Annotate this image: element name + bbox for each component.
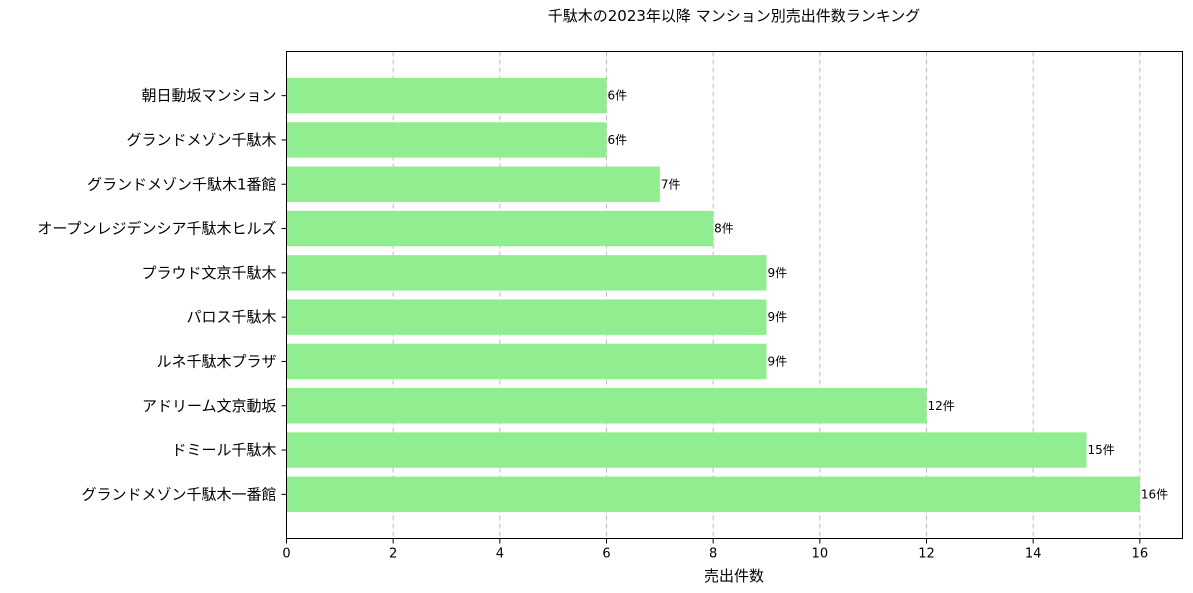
data-label: 9件 <box>768 354 788 368</box>
data-label: 16件 <box>1141 487 1168 501</box>
bar <box>286 388 927 424</box>
bar <box>286 77 607 114</box>
y-tick-label: 朝日動坂マンション <box>141 87 276 105</box>
x-axis-label: 売出件数 <box>704 567 764 585</box>
y-tick-label: グランドメゾン千駄木一番館 <box>81 485 276 503</box>
data-label: 7件 <box>661 177 681 191</box>
data-label: 15件 <box>1088 443 1115 457</box>
x-tick-label: 12 <box>918 547 935 562</box>
bar <box>286 122 607 158</box>
bars: 6件 6件 7件 8件 9件 9件 9件 12件 15件 16件 <box>286 77 1168 513</box>
x-tick-label: 2 <box>389 547 397 562</box>
bar <box>286 210 714 247</box>
bar <box>286 166 660 202</box>
x-tick-label: 4 <box>496 547 504 562</box>
x-tick-label: 14 <box>1025 547 1042 562</box>
y-tick-label: プラウド文京千駄木 <box>141 264 276 282</box>
x-tick-label: 16 <box>1132 547 1149 562</box>
y-tick-label: パロス千駄木 <box>186 308 276 326</box>
y-tick-label: ルネ千駄木プラザ <box>156 352 276 370</box>
plot-frame <box>286 51 1183 539</box>
data-label: 6件 <box>608 89 628 103</box>
bar <box>286 432 1087 468</box>
x-tick-label: 8 <box>709 547 717 562</box>
y-tick-label: グランドメゾン千駄木1番館 <box>87 175 277 193</box>
x-axis-ticks: 0 2 4 6 8 10 12 14 16 <box>282 538 1149 562</box>
bar <box>286 299 767 335</box>
bar <box>286 476 1140 513</box>
y-tick-label: アドリーム文京動坂 <box>142 397 277 415</box>
y-tick-label: グランドメゾン千駄木 <box>126 131 276 149</box>
y-tick-label: オープンレジデンシア千駄木ヒルズ <box>37 220 276 238</box>
data-label: 9件 <box>768 266 788 280</box>
x-tick-label: 10 <box>812 547 829 562</box>
data-label: 9件 <box>768 310 788 324</box>
y-axis-ticks: 朝日動坂マンショングランドメゾン千駄木グランドメゾン千駄木1番館オープンレジデン… <box>37 87 287 503</box>
x-tick-label: 0 <box>282 547 290 562</box>
data-label: 8件 <box>714 222 734 236</box>
data-label: 6件 <box>608 133 628 147</box>
data-label: 12件 <box>928 399 955 413</box>
bar <box>286 343 767 380</box>
bar <box>286 255 767 291</box>
x-tick-label: 6 <box>602 547 610 562</box>
chart-title: 千駄木の2023年以降 マンション別売出件数ランキング <box>548 7 921 25</box>
y-tick-label: ドミール千駄木 <box>171 441 276 459</box>
